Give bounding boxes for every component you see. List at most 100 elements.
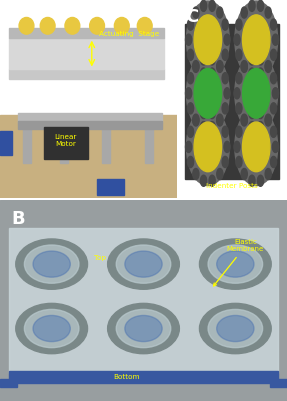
Circle shape: [199, 239, 271, 289]
Circle shape: [193, 115, 199, 126]
Circle shape: [222, 126, 228, 138]
Circle shape: [194, 69, 222, 118]
Circle shape: [249, 54, 255, 65]
Bar: [9, 38, 164, 69]
Circle shape: [265, 115, 271, 126]
Circle shape: [108, 239, 179, 289]
Circle shape: [235, 108, 278, 186]
Circle shape: [209, 54, 215, 65]
Circle shape: [222, 103, 228, 114]
Circle shape: [115, 18, 129, 34]
Circle shape: [217, 251, 254, 277]
Circle shape: [234, 88, 240, 99]
Bar: [9, 371, 278, 383]
Circle shape: [16, 304, 88, 354]
Circle shape: [236, 49, 242, 60]
Circle shape: [217, 7, 223, 18]
Circle shape: [265, 7, 271, 18]
Text: Top: Top: [94, 255, 106, 261]
Circle shape: [265, 61, 271, 72]
Bar: [9, 228, 278, 373]
Circle shape: [208, 310, 263, 348]
Circle shape: [224, 88, 230, 99]
Circle shape: [185, 34, 192, 45]
Circle shape: [125, 251, 162, 277]
Bar: [44, 127, 88, 159]
Circle shape: [187, 73, 194, 84]
Circle shape: [201, 68, 207, 79]
Circle shape: [193, 168, 199, 180]
Circle shape: [193, 114, 199, 125]
Text: Elastic
Membrane: Elastic Membrane: [214, 239, 264, 286]
Circle shape: [272, 88, 279, 99]
Circle shape: [194, 15, 222, 65]
Circle shape: [208, 245, 263, 283]
Circle shape: [187, 108, 229, 186]
Circle shape: [187, 19, 194, 30]
Circle shape: [193, 7, 199, 18]
Circle shape: [249, 68, 255, 79]
Circle shape: [116, 245, 171, 283]
Text: A: A: [5, 8, 19, 26]
Circle shape: [257, 175, 263, 186]
Circle shape: [185, 141, 192, 152]
Circle shape: [236, 156, 242, 168]
Text: Indenter Posts: Indenter Posts: [206, 182, 258, 188]
Circle shape: [201, 54, 207, 65]
Circle shape: [217, 115, 223, 126]
Circle shape: [217, 168, 223, 180]
Circle shape: [249, 175, 255, 186]
Circle shape: [125, 316, 162, 342]
Bar: [97, 179, 124, 194]
Circle shape: [241, 61, 247, 73]
Circle shape: [257, 0, 263, 11]
Circle shape: [224, 34, 230, 45]
Circle shape: [33, 316, 70, 342]
Circle shape: [235, 55, 278, 132]
Bar: [9, 69, 164, 79]
Circle shape: [241, 7, 247, 18]
Circle shape: [243, 122, 270, 172]
Circle shape: [194, 122, 222, 172]
Circle shape: [270, 126, 277, 138]
Circle shape: [217, 61, 223, 72]
Circle shape: [222, 49, 228, 60]
Circle shape: [217, 61, 223, 73]
Circle shape: [187, 49, 194, 60]
Circle shape: [209, 107, 215, 119]
Circle shape: [270, 49, 277, 60]
Circle shape: [201, 175, 207, 186]
Circle shape: [249, 0, 255, 11]
Circle shape: [187, 1, 229, 79]
Circle shape: [137, 18, 152, 34]
Circle shape: [265, 61, 271, 73]
Circle shape: [272, 141, 279, 152]
Circle shape: [65, 18, 80, 34]
Circle shape: [187, 103, 194, 114]
Circle shape: [217, 316, 254, 342]
Circle shape: [270, 156, 277, 168]
Text: Linear
Motor: Linear Motor: [54, 134, 77, 148]
Bar: [0, 131, 12, 155]
Text: B: B: [11, 210, 25, 228]
Bar: [23, 115, 31, 163]
Bar: [18, 113, 162, 123]
Bar: [0, 379, 17, 387]
Circle shape: [209, 122, 215, 133]
Circle shape: [193, 61, 199, 73]
Circle shape: [236, 19, 242, 30]
Circle shape: [236, 103, 242, 114]
Circle shape: [236, 73, 242, 84]
Circle shape: [270, 19, 277, 30]
Circle shape: [222, 73, 228, 84]
Circle shape: [19, 18, 34, 34]
Circle shape: [257, 122, 263, 133]
Circle shape: [265, 168, 271, 180]
Circle shape: [249, 122, 255, 133]
Circle shape: [187, 126, 194, 138]
Circle shape: [201, 0, 207, 11]
Circle shape: [40, 18, 55, 34]
Circle shape: [187, 55, 229, 132]
Text: C: C: [185, 8, 198, 26]
Circle shape: [209, 68, 215, 79]
